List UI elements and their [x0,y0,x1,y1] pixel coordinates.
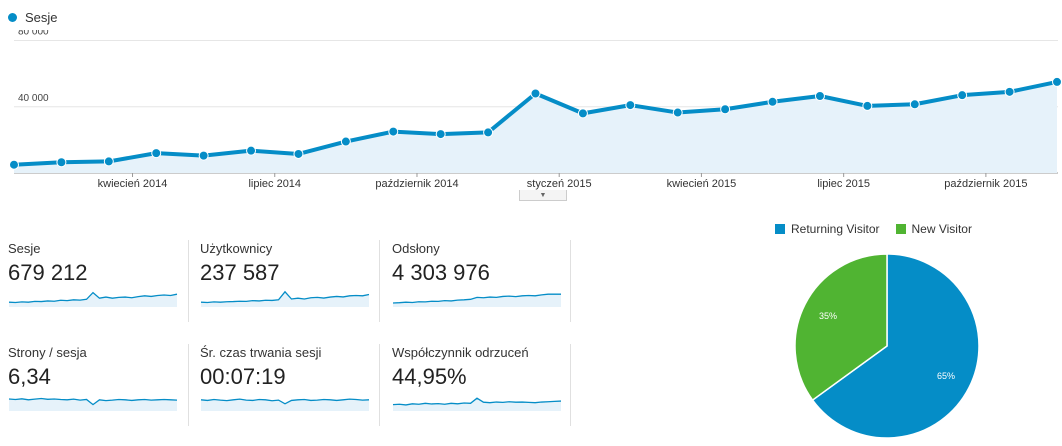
data-point[interactable] [625,100,636,111]
metric-value: 679 212 [8,260,88,285]
sparkline-line [8,291,178,304]
main-chart-legend[interactable]: Sesje [8,10,58,25]
data-point[interactable] [814,90,825,101]
sesje-legend-label: Sesje [25,10,58,25]
metric-pages-per-session[interactable]: Strony / sesja 6,34 [8,345,188,415]
sparkline-area [393,294,561,307]
metric-divider [570,240,571,322]
metric-label: Strony / sesja [8,345,87,360]
sparkline-line [200,290,370,304]
data-point[interactable] [246,145,257,156]
sparkline-line [392,293,561,304]
metric-divider [188,344,189,426]
x-tick-label: październik 2014 [375,178,458,190]
metric-bounce-rate[interactable]: Współczynnik odrzuceń 44,95% [392,345,572,415]
pie-slice-new[interactable] [794,253,888,402]
metric-value: 4 303 976 [392,260,490,285]
metric-divider [188,240,189,322]
legend-item-new[interactable]: New Visitor [895,222,972,236]
metric-label: Śr. czas trwania sesji [200,345,322,360]
avg-session-duration-sparkline [200,398,370,411]
pages-per-session-sparkline [8,397,178,411]
data-point[interactable] [198,150,209,161]
sessions-sparkline [8,291,178,307]
x-tick-label: lipiec 2015 [817,178,870,190]
users-sparkline [200,290,370,307]
sparkline-line [200,398,370,405]
data-point[interactable] [103,156,114,167]
x-tick-label: październik 2015 [944,178,1027,190]
metric-divider [570,344,571,426]
metric-value: 237 587 [200,260,280,285]
data-point[interactable] [151,148,162,159]
visitor-type-pie-chart: 65% 35% [794,253,980,439]
x-tick-label: styczeń 2015 [527,178,592,190]
sparkline-area [201,291,369,307]
sparkline-area [201,399,369,411]
metric-pageviews[interactable]: Odsłony 4 303 976 [392,241,572,311]
new-swatch [895,224,906,234]
pie-legend: Returning Visitor New Visitor [775,222,972,236]
data-point[interactable] [483,127,494,138]
data-point[interactable] [720,104,731,115]
data-point[interactable] [435,129,446,140]
metric-value: 00:07:19 [200,364,286,389]
metric-value: 6,34 [8,364,51,389]
metric-divider [379,240,380,322]
pie-slice-label: 35% [819,311,837,321]
metric-label: Współczynnik odrzuceń [392,345,529,360]
bounce-rate-sparkline [392,397,562,411]
data-point[interactable] [1052,76,1062,87]
metric-value: 44,95% [392,364,467,389]
chevron-down-icon: ▼ [539,191,547,199]
pie-slice-returning[interactable] [811,253,980,439]
sparkline-area [393,398,561,411]
y-tick-label: 80 000 [18,30,49,38]
data-point[interactable] [56,157,67,168]
x-tick-label: kwiecień 2015 [667,178,737,190]
x-tick-label: kwiecień 2014 [98,178,168,190]
metric-label: Sesje [8,241,41,256]
y-tick-label: 40 000 [18,93,49,104]
metric-sessions[interactable]: Sesje 679 212 [8,241,188,311]
data-point[interactable] [530,88,541,99]
sparkline-line [8,397,178,406]
new-label: New Visitor [911,222,972,236]
data-point[interactable] [1004,86,1015,97]
data-point[interactable] [293,148,304,159]
data-point[interactable] [957,90,968,101]
data-point[interactable] [672,107,683,118]
x-tick-label: lipiec 2014 [248,178,301,190]
data-point[interactable] [909,99,920,110]
sessions-area [14,81,1057,173]
sessions-line-chart: 80 000 40 000 kwiecień 2014 lipiec 2014 paźd… [9,30,1062,190]
sparkline-area [9,292,177,307]
metric-users[interactable]: Użytkownicy 237 587 [200,241,380,311]
data-point[interactable] [388,126,399,137]
sesje-legend-dot [8,13,17,22]
sparkline-line [392,397,562,406]
legend-item-returning[interactable]: Returning Visitor [775,222,880,236]
data-point[interactable] [767,96,778,107]
metric-divider [379,344,380,426]
metric-label: Użytkownicy [200,241,273,256]
pageviews-sparkline [392,293,561,307]
returning-swatch [775,224,785,234]
data-point[interactable] [577,108,588,119]
data-point[interactable] [9,159,19,170]
metric-label: Odsłony [392,241,440,256]
metric-avg-session-duration[interactable]: Śr. czas trwania sesji 00:07:19 [200,345,380,415]
returning-label: Returning Visitor [791,222,880,236]
data-point[interactable] [340,136,351,147]
pie-slice-label: 65% [937,371,955,381]
chart-expand-button[interactable]: ▼ [519,190,567,201]
data-point[interactable] [862,100,873,111]
